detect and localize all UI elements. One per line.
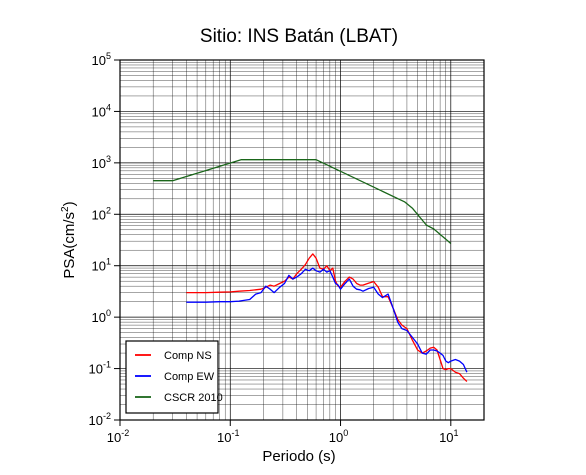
x-tick-base: 10: [217, 430, 231, 445]
series-line-comp-ew: [186, 267, 468, 373]
grid-layer: [120, 60, 484, 420]
y-tick-exponent: 3: [106, 154, 111, 164]
y-tick-exponent: 2: [106, 205, 111, 215]
y-tick-base: 10: [92, 53, 106, 68]
y-tick-label: 10-1: [89, 360, 111, 377]
y-tick-base: 10: [92, 156, 106, 171]
x-tick-label: 10-2: [107, 428, 129, 445]
y-tick-base: 10: [92, 207, 106, 222]
x-tick-base: 10: [107, 430, 121, 445]
plot-area: [153, 159, 468, 382]
x-tick-label: 10-1: [217, 428, 239, 445]
y-tick-label: 100: [92, 308, 111, 325]
series-line-comp-ns: [186, 253, 468, 382]
y-tick-base: 10: [89, 362, 103, 377]
y-tick-label: 104: [92, 102, 111, 119]
legend-label: CSCR 2010: [164, 392, 223, 404]
x-tick-label: 101: [439, 428, 458, 445]
y-tick-label: 102: [92, 205, 111, 222]
y-tick-label: 103: [92, 154, 111, 171]
y-tick-base: 10: [92, 310, 106, 325]
x-tick-base: 10: [329, 430, 343, 445]
x-axis-label: Periodo (s): [262, 448, 335, 465]
y-axis-label-superscript: 2: [60, 206, 71, 212]
y-tick-label: 105: [92, 51, 111, 68]
x-tick-exponent: 1: [454, 428, 459, 438]
y-tick-exponent: 5: [106, 51, 111, 61]
y-tick-exponent: 4: [106, 102, 111, 112]
legend: Comp NS Comp EW CSCR 2010: [125, 340, 223, 414]
y-tick-exponent: 1: [106, 257, 111, 267]
x-tick-exponent: 0: [343, 428, 348, 438]
y-axis-label-close: ): [61, 201, 78, 206]
y-tick-base: 10: [92, 104, 106, 119]
legend-label: Comp NS: [164, 350, 212, 362]
y-tick-label: 101: [92, 257, 111, 274]
y-tick-exponent: -2: [103, 411, 111, 421]
y-tick-base: 10: [89, 413, 103, 428]
x-tick-base: 10: [439, 430, 453, 445]
y-tick-exponent: 0: [106, 308, 111, 318]
legend-items: Comp NS Comp EW CSCR 2010: [135, 350, 223, 404]
y-axis-label-main: PSA(cm/s: [61, 212, 78, 279]
y-tick-exponent: -1: [103, 360, 111, 370]
y-tick-label: 10-2: [89, 411, 111, 428]
plot-frame: [119, 59, 485, 421]
x-tick-exponent: -2: [121, 428, 129, 438]
x-tick-label: 100: [329, 428, 348, 445]
y-axis-label: PSA(cm/s2): [60, 201, 78, 278]
legend-box: [125, 340, 219, 414]
chart-title: Sitio: INS Batán (LBAT): [200, 26, 398, 47]
x-tick-exponent: -1: [231, 428, 239, 438]
legend-label: Comp EW: [164, 371, 215, 383]
y-tick-base: 10: [92, 259, 106, 274]
x-axis-ticks: 10-2 10-1 100 101: [107, 420, 459, 445]
series-line-cscr-2010: [153, 159, 452, 244]
